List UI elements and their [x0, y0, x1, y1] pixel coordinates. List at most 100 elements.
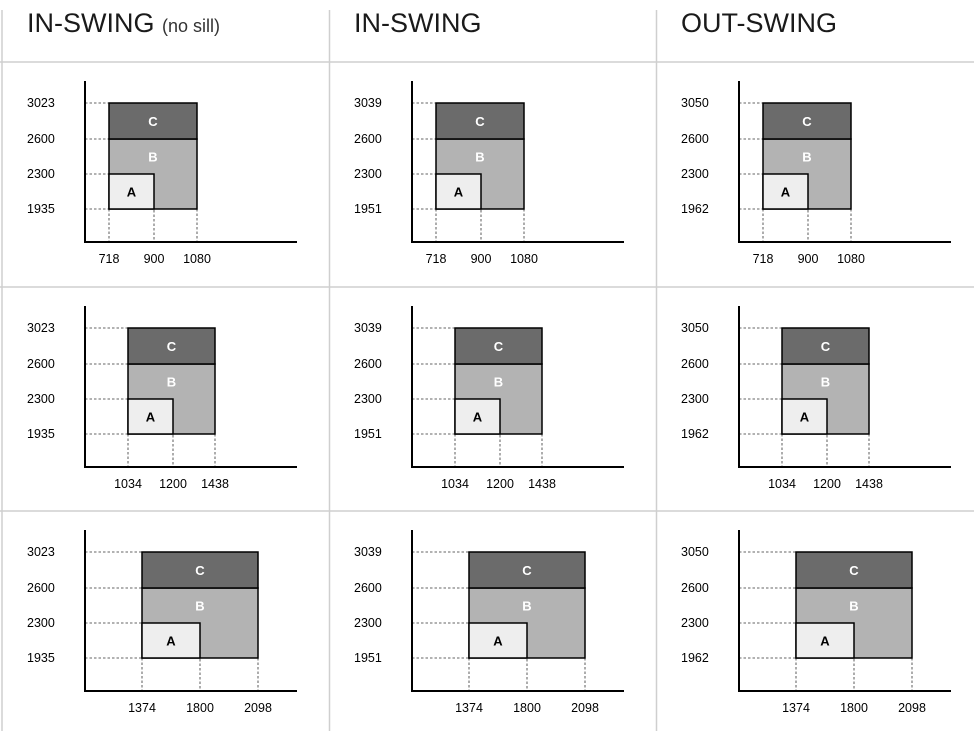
y-tick-label: 1951: [354, 651, 382, 665]
zone-b-label: B: [849, 599, 858, 614]
zone-b-label: B: [167, 375, 176, 390]
y-tick-label: 2300: [27, 616, 55, 630]
zone-c-label: C: [475, 114, 485, 129]
zone-c-rect: [468, 551, 586, 589]
diagram-svg: C B A 3039 2600 2300 1951 1034 1200 1438: [354, 306, 624, 491]
zone-c-label: C: [148, 114, 158, 129]
zone-c-rect: [127, 327, 216, 365]
zone-c-label: C: [802, 114, 812, 129]
x-tick-label: 1200: [159, 477, 187, 491]
x-tick-label: 718: [99, 252, 120, 266]
header-in-swing-no-sill: IN-SWING (no sill): [27, 8, 220, 39]
diagram-svg: C B A 3039 2600 2300 1951 718 900 1080: [354, 81, 624, 266]
x-tick-label: 1438: [855, 477, 883, 491]
x-tick-label: 1200: [486, 477, 514, 491]
diagram-svg: C B A 3050 2600 2300 1962 1374 1800 2098: [681, 530, 951, 715]
y-tick-label: 2600: [354, 581, 382, 595]
x-tick-label: 1080: [510, 252, 538, 266]
zone-a-label: A: [493, 634, 503, 649]
zone-b-label: B: [475, 150, 484, 165]
size-diagram: C B A 3050 2600 2300 1962 718 900 1080: [654, 63, 974, 288]
zone-c-rect: [141, 551, 259, 589]
zone-a-rect: [781, 398, 828, 435]
x-tick-label: 900: [798, 252, 819, 266]
y-tick-label: 1951: [354, 427, 382, 441]
x-tick-label: 1080: [837, 252, 865, 266]
header-title: IN-SWING: [27, 8, 155, 38]
y-tick-label: 1935: [27, 651, 55, 665]
zone-a-label: A: [127, 185, 137, 200]
zone-b-label: B: [522, 599, 531, 614]
x-tick-label: 1374: [782, 701, 810, 715]
x-tick-label: 1034: [768, 477, 796, 491]
zone-c-label: C: [167, 339, 177, 354]
y-tick-label: 3023: [27, 96, 55, 110]
x-tick-label: 900: [471, 252, 492, 266]
zone-c-rect: [435, 102, 525, 140]
zone-b-label: B: [494, 375, 503, 390]
header-note: (no sill): [162, 16, 221, 36]
x-tick-label: 1800: [186, 701, 214, 715]
y-tick-label: 3050: [681, 321, 709, 335]
zone-c-label: C: [821, 339, 831, 354]
y-tick-label: 2300: [27, 167, 55, 181]
x-tick-label: 1374: [128, 701, 156, 715]
diagram-svg: C B A 3039 2600 2300 1951 1374 1800 2098: [354, 530, 624, 715]
zone-b-label: B: [821, 375, 830, 390]
zone-a-rect: [435, 173, 482, 210]
x-tick-label: 1034: [441, 477, 469, 491]
zone-a-rect: [108, 173, 155, 210]
x-tick-label: 718: [753, 252, 774, 266]
zone-c-rect: [795, 551, 913, 589]
size-diagram: C B A 3050 2600 2300 1962 1034 1200 1438: [654, 288, 974, 513]
x-tick-label: 1438: [201, 477, 229, 491]
zone-c-label: C: [494, 339, 504, 354]
y-tick-label: 1962: [681, 202, 709, 216]
y-tick-label: 2600: [354, 357, 382, 371]
size-diagram: C B A 3023 2600 2300 1935 1034 1200 1438: [0, 288, 327, 513]
zone-b-label: B: [148, 150, 157, 165]
header-title: IN-SWING: [354, 8, 482, 38]
zone-a-label: A: [820, 634, 830, 649]
y-tick-label: 1935: [27, 427, 55, 441]
y-tick-label: 3023: [27, 545, 55, 559]
x-tick-label: 2098: [898, 701, 926, 715]
zone-a-rect: [141, 622, 201, 659]
diagram-svg: C B A 3050 2600 2300 1962 718 900 1080: [681, 81, 951, 266]
y-tick-label: 3039: [354, 96, 382, 110]
y-tick-label: 2600: [27, 132, 55, 146]
x-tick-label: 1374: [455, 701, 483, 715]
x-tick-label: 900: [144, 252, 165, 266]
y-tick-label: 2600: [681, 357, 709, 371]
diagram-svg: C B A 3023 2600 2300 1935 1374 1800 2098: [27, 530, 297, 715]
zone-c-rect: [762, 102, 852, 140]
zone-a-label: A: [781, 185, 791, 200]
zone-a-label: A: [454, 185, 464, 200]
zone-a-label: A: [166, 634, 176, 649]
diagram-svg: C B A 3023 2600 2300 1935 718 900 1080: [27, 81, 297, 266]
y-tick-label: 2600: [27, 581, 55, 595]
zone-a-label: A: [800, 410, 810, 425]
header-in-swing: IN-SWING: [354, 8, 482, 39]
size-diagram: C B A 3023 2600 2300 1935 718 900 1080: [0, 63, 327, 288]
y-tick-label: 2300: [681, 616, 709, 630]
y-tick-label: 1935: [27, 202, 55, 216]
zone-c-label: C: [849, 563, 859, 578]
y-tick-label: 2600: [354, 132, 382, 146]
y-tick-label: 2300: [354, 616, 382, 630]
y-tick-label: 3039: [354, 321, 382, 335]
zone-a-rect: [468, 622, 528, 659]
size-diagram: C B A 3050 2600 2300 1962 1374 1800 2098: [654, 512, 974, 737]
y-tick-label: 2300: [681, 392, 709, 406]
zone-c-label: C: [522, 563, 532, 578]
zone-c-rect: [108, 102, 198, 140]
y-tick-label: 3023: [27, 321, 55, 335]
x-tick-label: 1438: [528, 477, 556, 491]
y-tick-label: 3039: [354, 545, 382, 559]
y-tick-label: 2300: [681, 167, 709, 181]
zone-a-rect: [762, 173, 809, 210]
zone-a-label: A: [146, 410, 156, 425]
size-diagram: C B A 3039 2600 2300 1951 718 900 1080: [327, 63, 654, 288]
x-tick-label: 1800: [513, 701, 541, 715]
